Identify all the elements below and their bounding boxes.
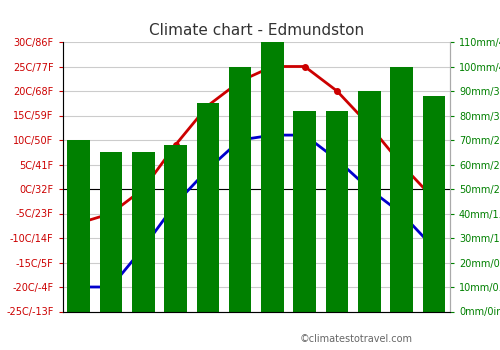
Bar [261,42,283,312]
Bar [68,140,90,312]
Bar [100,152,122,312]
Bar [196,103,219,312]
Text: ©climatestotravel.com: ©climatestotravel.com [300,334,413,344]
Bar [326,111,348,312]
Title: Climate chart - Edmundston: Climate chart - Edmundston [148,23,364,38]
Bar [422,96,445,312]
Bar [358,91,380,312]
Bar [164,145,187,312]
Bar [294,111,316,312]
Bar [390,66,413,312]
Bar [132,152,154,312]
Bar [229,66,252,312]
